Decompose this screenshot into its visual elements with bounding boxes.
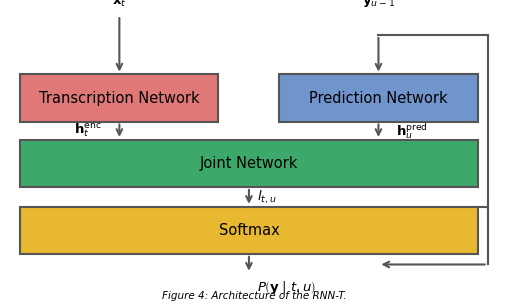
Text: $P\left(\mathbf{y}\mid t,u\right)$: $P\left(\mathbf{y}\mid t,u\right)$ <box>257 279 315 296</box>
Text: $\mathbf{h}_t^{\mathrm{enc}}$: $\mathbf{h}_t^{\mathrm{enc}}$ <box>74 122 102 140</box>
Text: $\mathbf{x}_t$: $\mathbf{x}_t$ <box>112 0 126 9</box>
Text: $l_{t,u}$: $l_{t,u}$ <box>257 188 276 206</box>
Text: $\mathbf{h}_u^{\mathrm{pred}}$: $\mathbf{h}_u^{\mathrm{pred}}$ <box>396 121 428 140</box>
Text: Prediction Network: Prediction Network <box>309 91 448 105</box>
FancyBboxPatch shape <box>20 140 478 187</box>
FancyBboxPatch shape <box>20 74 218 122</box>
Text: Softmax: Softmax <box>218 223 279 238</box>
Text: Joint Network: Joint Network <box>200 156 298 171</box>
Text: $\mathbf{y}_{u-1}$: $\mathbf{y}_{u-1}$ <box>362 0 395 9</box>
Text: Transcription Network: Transcription Network <box>39 91 200 105</box>
FancyBboxPatch shape <box>20 207 478 254</box>
Text: Figure 4: Architecture of the RNN-T.: Figure 4: Architecture of the RNN-T. <box>162 291 346 301</box>
FancyBboxPatch shape <box>279 74 478 122</box>
